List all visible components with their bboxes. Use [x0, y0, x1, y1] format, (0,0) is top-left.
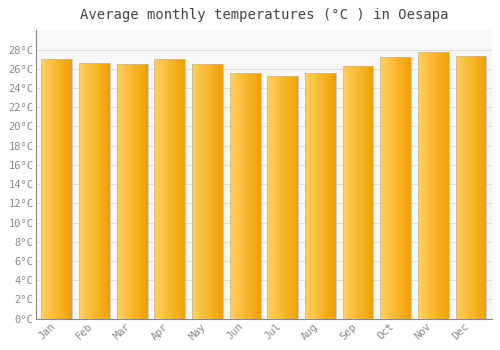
Bar — [154, 59, 185, 318]
Bar — [192, 64, 223, 319]
Bar — [42, 59, 72, 318]
Title: Average monthly temperatures (°C ) in Oesapa: Average monthly temperatures (°C ) in Oe… — [80, 8, 448, 22]
Bar — [342, 66, 374, 318]
Bar — [79, 63, 110, 318]
Bar — [230, 73, 260, 318]
Bar — [268, 76, 298, 318]
Bar — [456, 56, 486, 318]
Bar — [380, 57, 411, 318]
Bar — [116, 64, 148, 319]
Bar — [418, 51, 448, 318]
Bar — [305, 73, 336, 318]
